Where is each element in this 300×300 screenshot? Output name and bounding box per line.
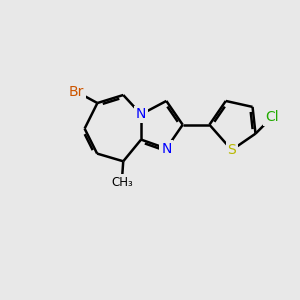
Text: S: S [227, 143, 236, 157]
Text: N: N [161, 142, 172, 155]
Text: Br: Br [69, 85, 84, 99]
Text: CH₃: CH₃ [111, 176, 133, 189]
Text: N: N [136, 107, 146, 121]
Text: Cl: Cl [265, 110, 279, 124]
